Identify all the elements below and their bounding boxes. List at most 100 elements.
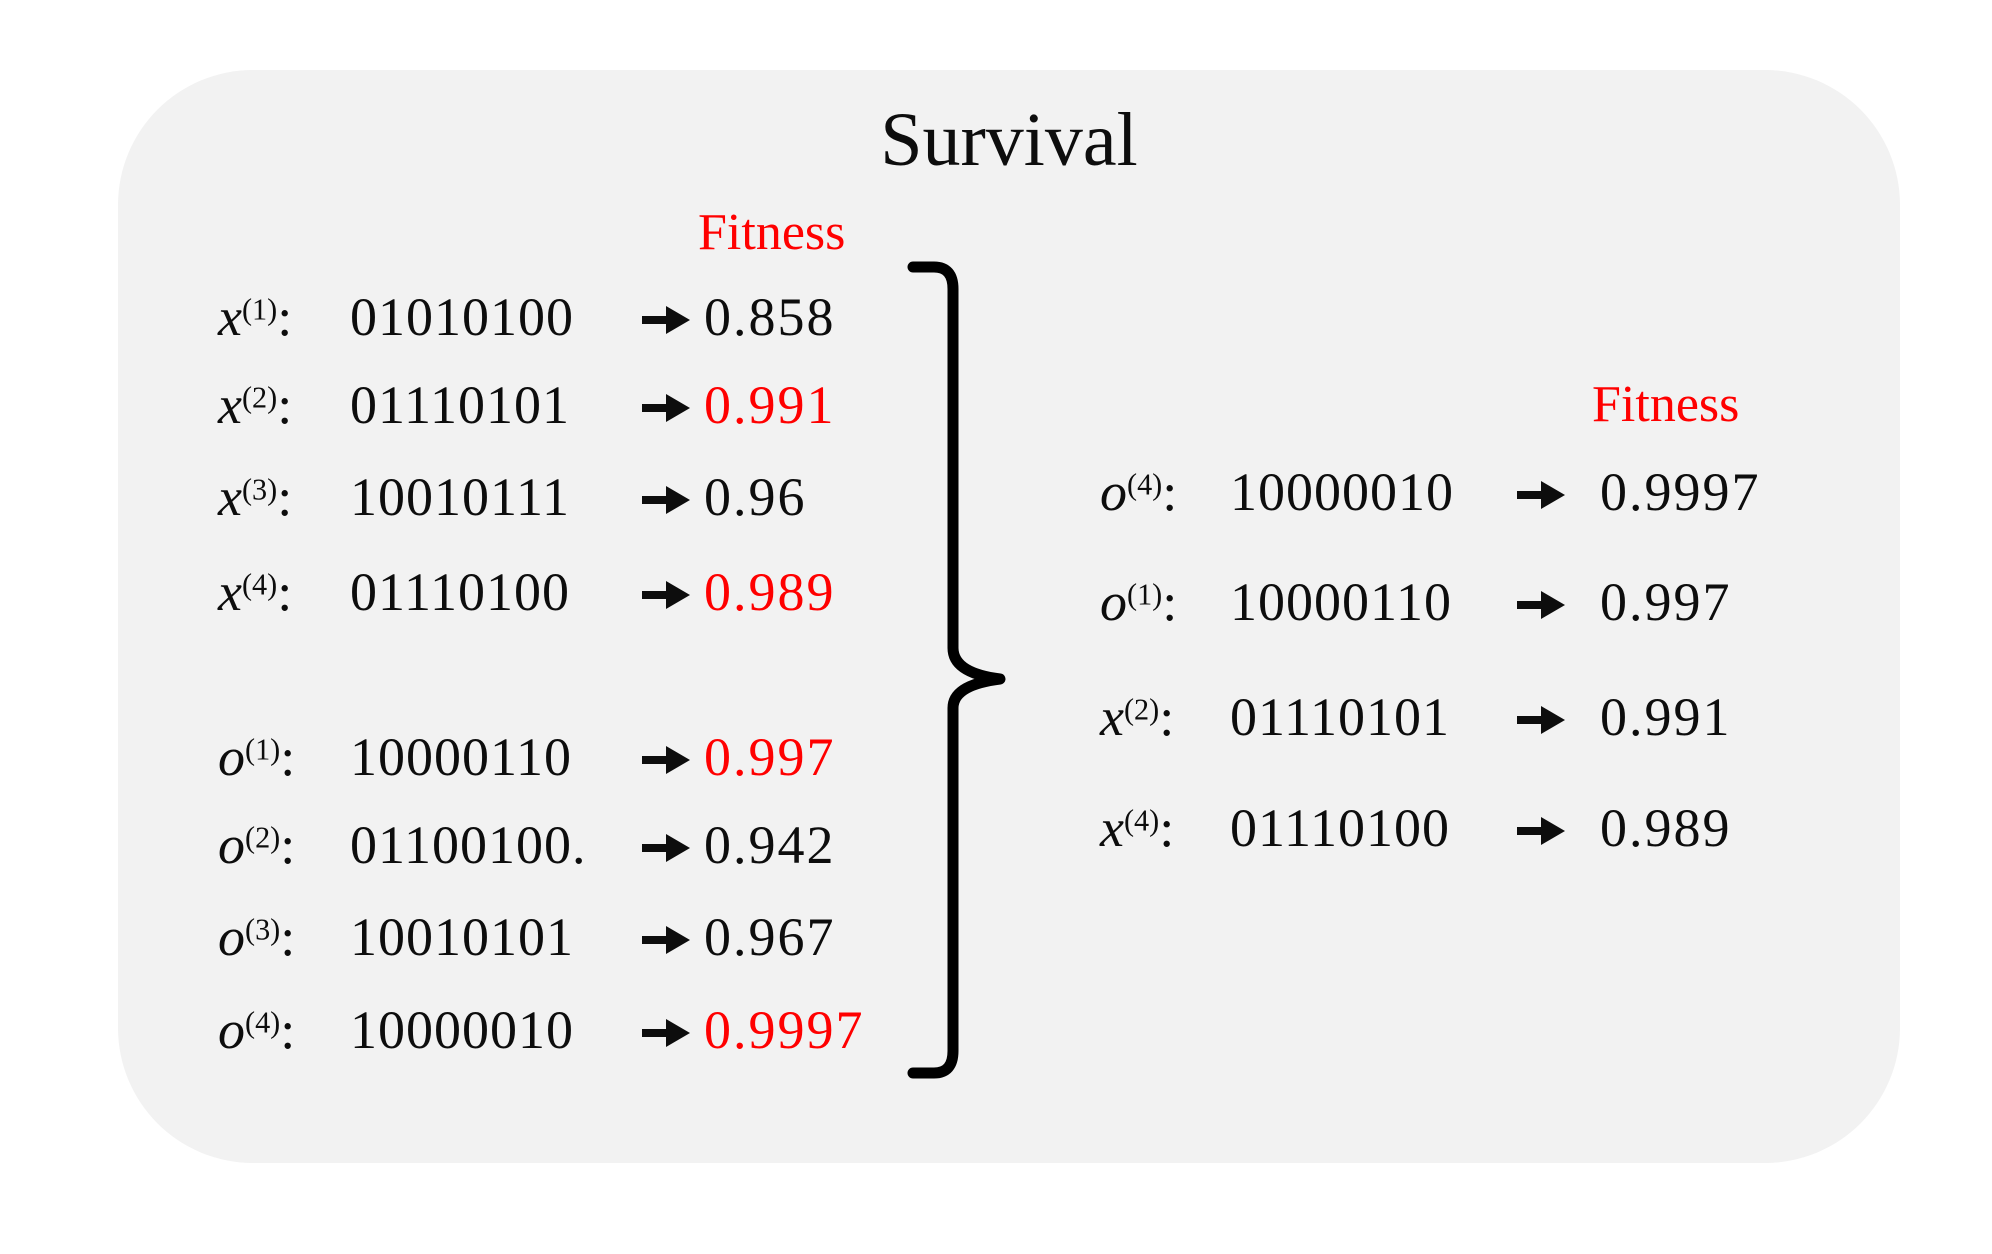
colon: : xyxy=(277,287,293,347)
colon: : xyxy=(1162,462,1178,522)
right-arrow-icon xyxy=(640,377,704,437)
superscript-index: (2) xyxy=(241,380,278,415)
table-row: x(1): 01010100 0.858 xyxy=(218,287,836,347)
colon: : xyxy=(277,467,293,527)
superscript-index: (2) xyxy=(245,820,281,855)
right-arrow-icon xyxy=(640,1002,704,1062)
right-arrow-icon xyxy=(1515,574,1600,634)
variable-name: x xyxy=(218,287,242,347)
page-title: Survival xyxy=(880,98,1138,182)
colon: : xyxy=(277,375,293,435)
superscript-index: (3) xyxy=(245,912,281,947)
variable-name: x xyxy=(218,562,242,622)
table-row: x(2): 01110101 0.991 xyxy=(218,375,836,435)
fitness-value: 0.858 xyxy=(704,287,836,347)
variable-label: x(4): xyxy=(218,562,350,622)
variable-name: o xyxy=(1100,462,1127,522)
variable-name: o xyxy=(1100,572,1127,632)
fitness-header-left: Fitness xyxy=(698,204,846,261)
variable-label: x(2): xyxy=(1100,687,1230,747)
superscript-index: (1) xyxy=(241,292,278,327)
superscript-index: (4) xyxy=(245,1005,281,1040)
colon: : xyxy=(1159,798,1175,858)
bitstring: 10010101 xyxy=(350,907,574,967)
bitstring: 10000010 xyxy=(1230,462,1454,522)
right-arrow-icon xyxy=(640,909,704,969)
bitstring: 10000110 xyxy=(1230,572,1452,632)
right-arrow-icon xyxy=(640,289,704,349)
superscript-index: (4) xyxy=(1127,467,1163,502)
fitness-value: 0.989 xyxy=(1600,798,1732,858)
variable-label: x(3): xyxy=(218,467,350,527)
fitness-value: 0.967 xyxy=(704,907,836,967)
survival-panel xyxy=(118,70,1900,1163)
variable-label: o(4): xyxy=(1100,462,1230,522)
right-arrow-icon xyxy=(640,469,704,529)
right-arrow-icon xyxy=(1515,464,1600,524)
bitstring: 01100100. xyxy=(350,815,587,875)
table-row: o(3): 10010101 0.967 xyxy=(218,907,836,967)
colon: : xyxy=(280,727,296,787)
fitness-value: 0.942 xyxy=(704,815,836,875)
fitness-value: 0.96 xyxy=(704,467,807,527)
fitness-value: 0.991 xyxy=(1600,687,1732,747)
superscript-index: (4) xyxy=(241,567,278,602)
variable-label: o(1): xyxy=(1100,572,1230,632)
variable-label: o(3): xyxy=(218,907,350,967)
variable-name: x xyxy=(218,467,242,527)
colon: : xyxy=(1162,572,1178,632)
variable-label: o(2): xyxy=(218,815,350,875)
table-row: o(1): 10000110 0.997 xyxy=(1100,572,1732,632)
variable-name: o xyxy=(218,1000,245,1060)
bitstring: 10000110 xyxy=(350,727,572,787)
table-row: o(4): 10000010 0.9997 xyxy=(1100,462,1761,522)
table-row: o(2): 01100100. 0.942 xyxy=(218,815,836,875)
right-arrow-icon xyxy=(640,817,704,877)
variable-label: x(4): xyxy=(1100,798,1230,858)
table-row: x(3): 10010111 0.96 xyxy=(218,467,807,527)
colon: : xyxy=(280,1000,296,1060)
right-arrow-icon xyxy=(640,564,704,624)
fitness-header-right: Fitness xyxy=(1592,376,1740,433)
fitness-value: 0.997 xyxy=(1600,572,1732,632)
variable-label: x(1): xyxy=(218,287,350,347)
bitstring: 01110100 xyxy=(350,562,570,622)
colon: : xyxy=(1159,687,1175,747)
bitstring: 10000010 xyxy=(350,1000,574,1060)
fitness-value: 0.991 xyxy=(704,375,836,435)
fitness-value: 0.989 xyxy=(704,562,836,622)
variable-name: o xyxy=(218,727,245,787)
superscript-index: (3) xyxy=(241,472,278,507)
right-arrow-icon xyxy=(1515,689,1600,749)
fitness-value: 0.9997 xyxy=(1600,462,1761,522)
fitness-value: 0.997 xyxy=(704,727,836,787)
superscript-index: (1) xyxy=(1127,577,1163,612)
fitness-value: 0.9997 xyxy=(704,1000,865,1060)
variable-label: o(1): xyxy=(218,727,350,787)
superscript-index: (2) xyxy=(1123,692,1160,727)
table-row: x(2): 01110101 0.991 xyxy=(1100,687,1732,747)
table-row: x(4): 01110100 0.989 xyxy=(218,562,836,622)
variable-label: o(4): xyxy=(218,1000,350,1060)
variable-label: x(2): xyxy=(218,375,350,435)
superscript-index: (1) xyxy=(245,732,281,767)
table-row: o(4): 10000010 0.9997 xyxy=(218,1000,865,1060)
colon: : xyxy=(280,815,296,875)
right-arrow-icon xyxy=(640,729,704,789)
variable-name: o xyxy=(218,907,245,967)
variable-name: o xyxy=(218,815,245,875)
variable-name: x xyxy=(218,375,242,435)
table-row: x(4): 01110100 0.989 xyxy=(1100,798,1732,858)
bitstring: 01110101 xyxy=(1230,687,1450,747)
bitstring: 01110100 xyxy=(1230,798,1450,858)
right-arrow-icon xyxy=(1515,800,1600,860)
bitstring: 10010111 xyxy=(350,467,570,527)
variable-name: x xyxy=(1100,687,1124,747)
colon: : xyxy=(280,907,296,967)
superscript-index: (4) xyxy=(1123,803,1160,838)
bitstring: 01010100 xyxy=(350,287,574,347)
colon: : xyxy=(277,562,293,622)
table-row: o(1): 10000110 0.997 xyxy=(218,727,836,787)
bitstring: 01110101 xyxy=(350,375,570,435)
variable-name: x xyxy=(1100,798,1124,858)
